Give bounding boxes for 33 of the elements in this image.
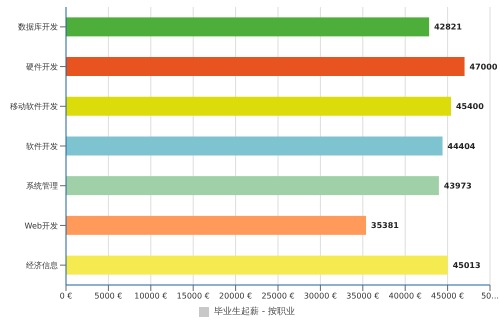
data-label: 47000: [470, 62, 498, 72]
data-label: 43973: [444, 182, 472, 191]
x-tick-label: 35000 €: [346, 292, 380, 301]
bar: [66, 176, 439, 196]
bar: [66, 256, 448, 275]
bar: [66, 136, 443, 156]
data-label: 45400: [456, 102, 484, 112]
x-tick-label: 15000 €: [176, 292, 210, 301]
y-tick-label: 硬件开发: [26, 62, 58, 72]
data-label: 35381: [371, 221, 400, 230]
x-tick-label: 10000 €: [134, 292, 168, 301]
y-tick-label: Web开发: [24, 221, 58, 230]
x-tick-label: 45000 €: [431, 292, 464, 301]
x-tick-label: 20000 €: [219, 292, 252, 301]
bar: [66, 57, 465, 76]
y-tick-label: 经济信息: [26, 260, 58, 270]
bar: [66, 17, 430, 36]
bar: [66, 96, 451, 116]
x-tick-label: 5000 €: [94, 292, 122, 301]
data-label: 44404: [448, 142, 476, 151]
x-tick-label: 50...: [481, 292, 499, 301]
y-tick-label: 软件开发: [26, 142, 58, 151]
x-tick-label: 0 €: [60, 292, 72, 301]
y-tick-label: 数据库开发: [18, 22, 58, 32]
x-tick-label: 30000 €: [304, 292, 337, 301]
y-tick-label: 系统管理: [26, 182, 58, 191]
data-label: 45013: [452, 260, 481, 270]
data-label: 42821: [434, 22, 462, 32]
y-tick-label: 移动软件开发: [10, 102, 58, 112]
x-tick-label: 40000 €: [388, 292, 422, 301]
bar: [66, 216, 366, 235]
text: 毕业生起薪 - 按职业: [214, 306, 295, 318]
x-tick-label: 25000 €: [261, 292, 295, 301]
